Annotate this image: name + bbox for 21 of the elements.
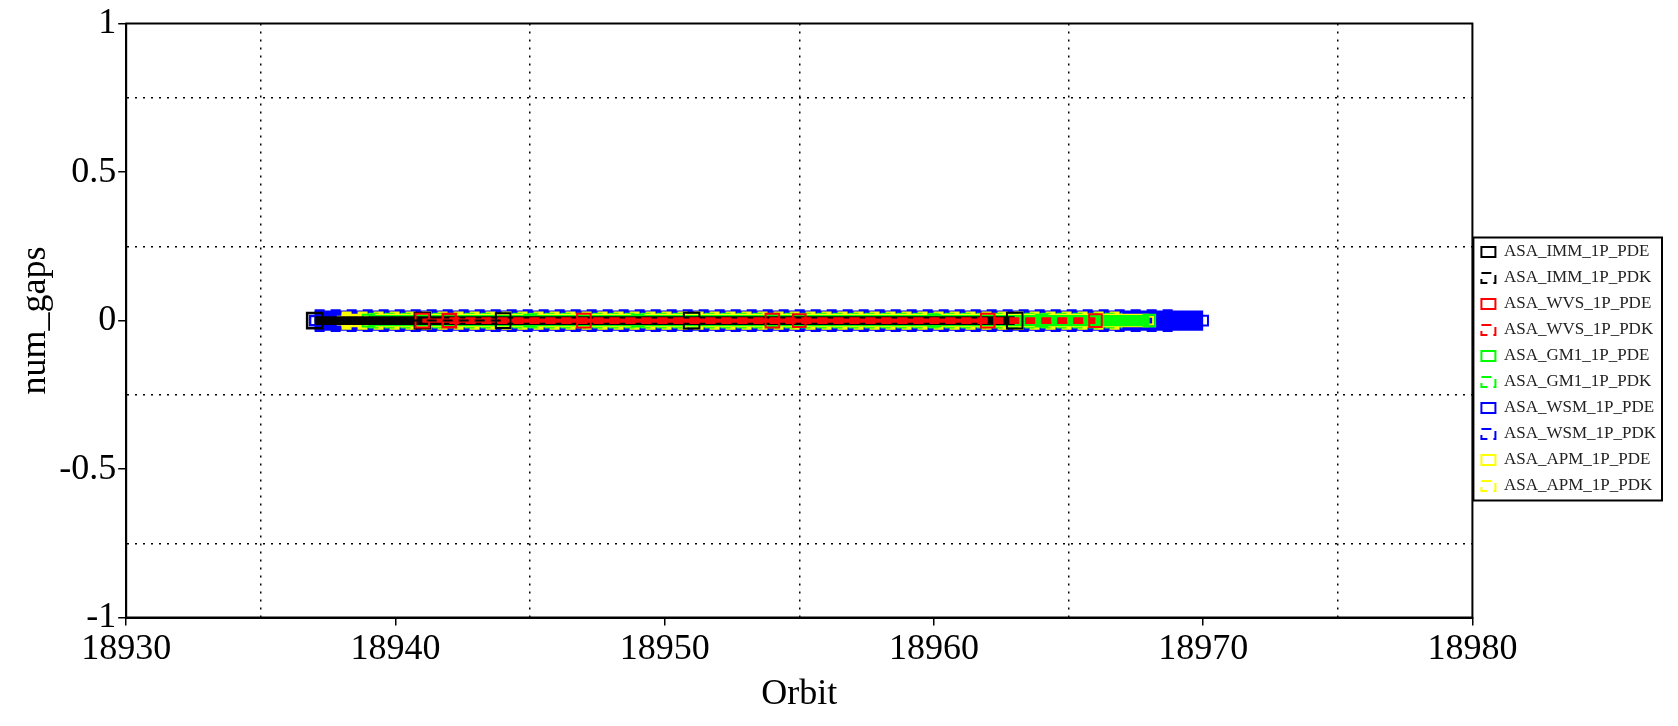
legend-label: ASA_WVS_1P_PDK (1503, 319, 1654, 339)
legend-label: ASA_APM_1P_PDE (1503, 449, 1651, 469)
x-tick-label: 18960 (888, 626, 979, 667)
legend-label: ASA_WSM_1P_PDE (1503, 397, 1655, 417)
legend-label: ASA_GM1_1P_PDE (1503, 345, 1650, 365)
x-tick-label: 18950 (619, 626, 710, 667)
y-axis-title: num_gaps (13, 246, 54, 395)
legend-label: ASA_GM1_1P_PDK (1503, 371, 1652, 391)
legend-label: ASA_WVS_1P_PDE (1503, 293, 1652, 313)
x-tick-label: 18980 (1427, 626, 1518, 667)
legend-label: ASA_WSM_1P_PDK (1503, 423, 1657, 443)
y-tick-label: -0.5 (59, 446, 117, 487)
x-tick-label: 18940 (350, 626, 441, 667)
legend-label: ASA_IMM_1P_PDE (1503, 241, 1650, 261)
x-axis-title: Orbit (761, 671, 838, 712)
x-tick-label: 18970 (1158, 626, 1249, 667)
y-tick-label: 1 (98, 1, 117, 42)
legend-label: ASA_APM_1P_PDK (1503, 475, 1653, 495)
y-tick-label: 0.5 (71, 149, 117, 190)
y-tick-label: 0 (98, 298, 117, 339)
legend-label: ASA_IMM_1P_PDK (1503, 267, 1652, 287)
